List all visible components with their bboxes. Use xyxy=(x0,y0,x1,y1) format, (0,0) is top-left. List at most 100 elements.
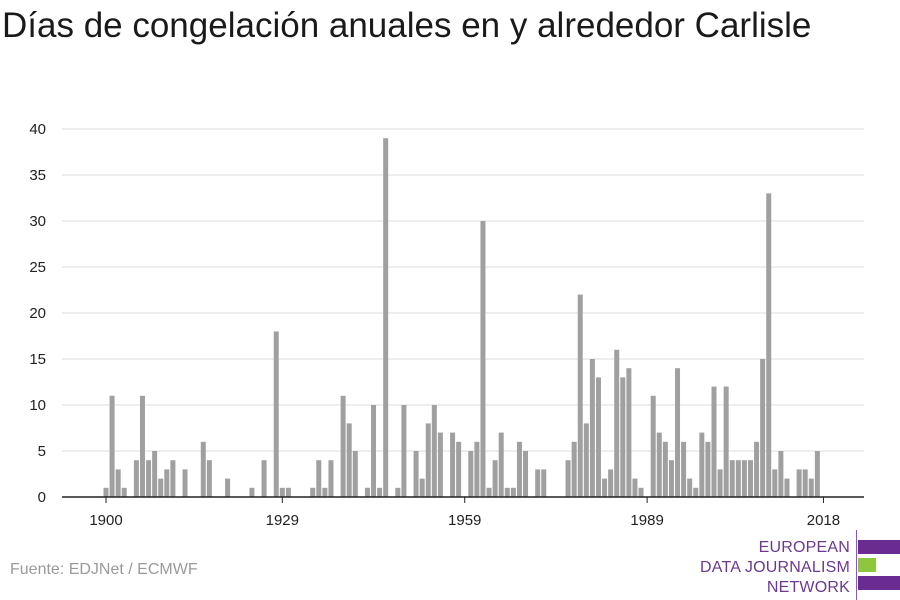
bar-1905 xyxy=(133,460,139,497)
y-tick-label: 15 xyxy=(29,351,46,368)
bar-1945 xyxy=(377,487,383,497)
bar-1953 xyxy=(425,423,431,497)
bar-1967 xyxy=(510,487,516,497)
bar-1971 xyxy=(535,469,541,497)
bar-2016 xyxy=(808,478,814,497)
bar-1930 xyxy=(285,487,291,497)
bar-1958 xyxy=(456,441,462,497)
bar-1955 xyxy=(437,432,443,497)
bar-1979 xyxy=(583,423,589,497)
bar-1908 xyxy=(152,451,158,497)
bar-1940 xyxy=(346,423,352,497)
bar-1939 xyxy=(340,395,346,497)
bar-2007 xyxy=(754,441,760,497)
bar-1957 xyxy=(450,432,456,497)
y-tick-label: 10 xyxy=(29,397,46,414)
x-tick-label: 1900 xyxy=(89,512,122,529)
bar-1903 xyxy=(121,487,127,497)
bar-1983 xyxy=(608,469,614,497)
chart-title: Días de congelación anuales en y alreded… xyxy=(2,6,812,45)
bar-1936 xyxy=(322,487,328,497)
x-axis: 1900 1929 1959 1989 2018 xyxy=(62,496,864,529)
y-tick-label: 0 xyxy=(38,489,46,506)
bar-2015 xyxy=(802,469,808,497)
bar-2011 xyxy=(778,451,784,497)
bar-1964 xyxy=(492,460,498,497)
bar-1935 xyxy=(316,460,322,497)
bar-1910 xyxy=(164,469,170,497)
bar-2012 xyxy=(784,478,790,497)
bar-1997 xyxy=(693,487,699,497)
bar-1972 xyxy=(541,469,547,497)
x-tick-label: 1929 xyxy=(266,512,299,529)
bar-1988 xyxy=(638,487,644,497)
bar-2004 xyxy=(735,460,741,497)
y-tick-label: 25 xyxy=(29,259,46,276)
bar-2000 xyxy=(711,386,717,497)
bar-1906 xyxy=(139,395,145,497)
bar-1901 xyxy=(109,395,115,497)
bar-2010 xyxy=(772,469,778,497)
bar-1917 xyxy=(206,460,212,497)
bar-1963 xyxy=(486,487,492,497)
bar-1968 xyxy=(516,441,522,497)
bar-1982 xyxy=(602,478,608,497)
bar-1962 xyxy=(480,221,486,497)
bar-2003 xyxy=(729,460,735,497)
x-tick-label: 1989 xyxy=(630,512,663,529)
bar-1987 xyxy=(632,478,638,497)
bar-1926 xyxy=(261,460,267,497)
bar-1941 xyxy=(352,451,358,497)
bar-1998 xyxy=(699,432,705,497)
logo-line-1: EUROPEAN xyxy=(758,539,850,556)
bar-2014 xyxy=(796,469,802,497)
y-axis: 0 5 10 15 20 25 30 35 40 xyxy=(29,121,46,506)
bar-1951 xyxy=(413,451,419,497)
bar-1948 xyxy=(395,487,401,497)
bar-1960 xyxy=(468,451,474,497)
bar-1969 xyxy=(523,451,529,497)
bar-1934 xyxy=(310,487,316,497)
bar-2017 xyxy=(814,451,820,497)
logo-line-2: DATA JOURNALISM xyxy=(700,559,850,576)
bar-1995 xyxy=(681,441,687,497)
bar-1929 xyxy=(279,487,285,497)
bar-1924 xyxy=(249,487,255,497)
bar-1984 xyxy=(614,349,620,497)
bar-2001 xyxy=(717,469,723,497)
bar-1943 xyxy=(364,487,370,497)
x-tick-label: 1959 xyxy=(448,512,481,529)
bar-1954 xyxy=(431,405,437,497)
bar-1965 xyxy=(498,432,504,497)
y-tick-label: 20 xyxy=(29,305,46,322)
bar-1902 xyxy=(115,469,121,497)
logo-line-3: NETWORK xyxy=(766,579,850,596)
bar-1996 xyxy=(687,478,693,497)
bar-1986 xyxy=(626,368,632,497)
x-tick-label: 2018 xyxy=(807,512,840,529)
bar-1994 xyxy=(675,368,681,497)
bar-1916 xyxy=(200,441,206,497)
y-tick-label: 40 xyxy=(29,121,46,138)
y-tick-label: 35 xyxy=(29,167,46,184)
bar-1944 xyxy=(371,405,377,497)
bar-2009 xyxy=(766,193,772,497)
bar-2006 xyxy=(747,460,753,497)
bar-1990 xyxy=(650,395,656,497)
bar-1980 xyxy=(589,359,595,497)
bar-1900 xyxy=(103,487,109,497)
bar-1946 xyxy=(383,138,389,497)
bar-1909 xyxy=(158,478,164,497)
bar-2008 xyxy=(760,359,766,497)
bar-1928 xyxy=(273,331,279,497)
source-note: Fuente: EDJNet / ECMWF xyxy=(10,561,198,578)
logo-divider xyxy=(856,530,857,600)
bar-1991 xyxy=(656,432,662,497)
bar-1966 xyxy=(504,487,510,497)
bar-1981 xyxy=(595,377,601,497)
bar-1977 xyxy=(571,441,577,497)
bar-1952 xyxy=(419,478,425,497)
bar-1992 xyxy=(662,441,668,497)
bar-1907 xyxy=(146,460,152,497)
